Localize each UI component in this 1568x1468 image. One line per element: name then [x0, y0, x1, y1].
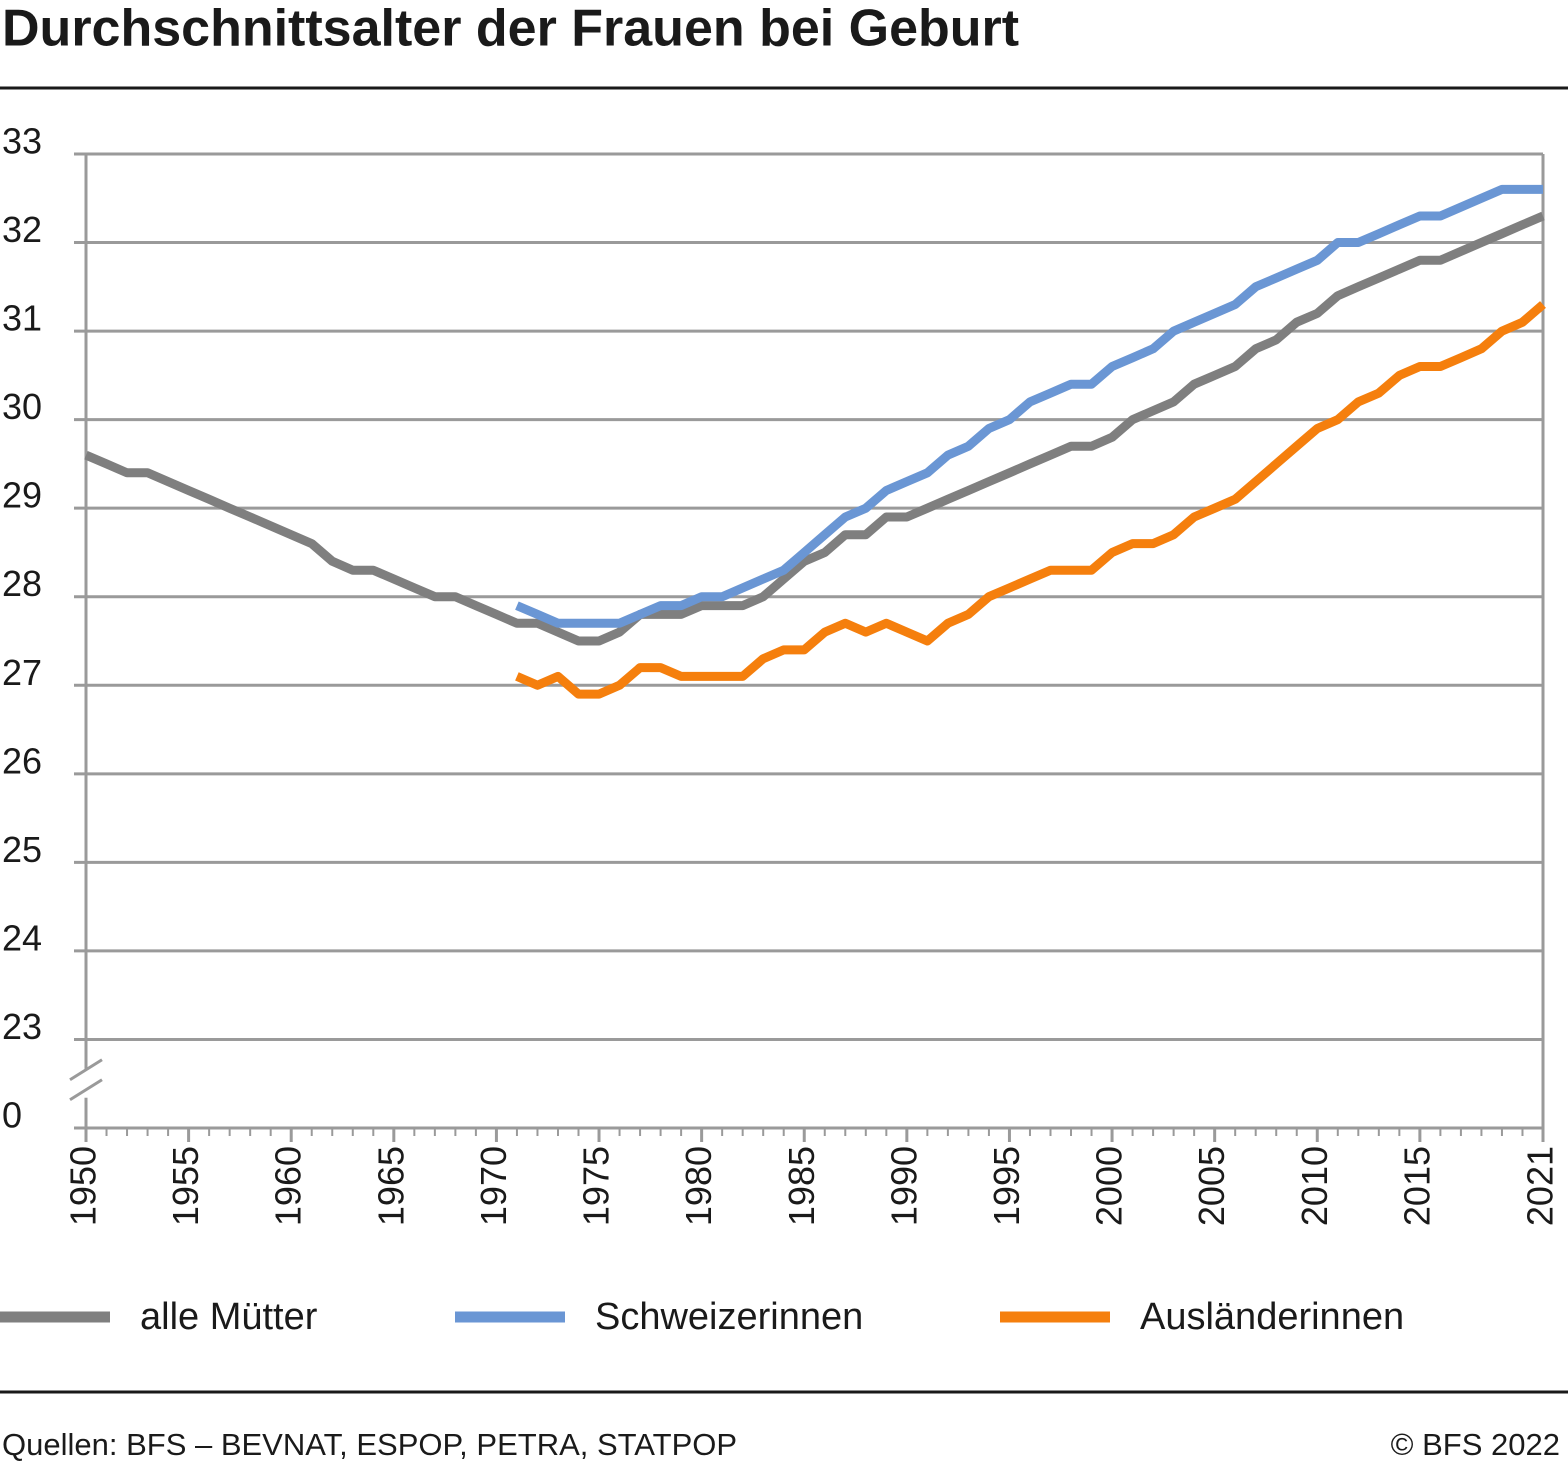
legend-label: alle Mütter: [140, 1296, 318, 1338]
y-tick-label: 0: [2, 1095, 22, 1136]
x-tick-label: 1950: [63, 1146, 104, 1226]
x-tick-label: 1990: [883, 1146, 924, 1226]
chart-title: Durchschnittsalter der Frauen bei Geburt: [2, 0, 1019, 58]
y-tick-label: 23: [2, 1006, 42, 1047]
x-tick-label: 1995: [986, 1146, 1027, 1226]
x-tick-label: 1985: [781, 1146, 822, 1226]
y-tick-label: 33: [2, 121, 42, 162]
y-tick-label: 27: [2, 652, 42, 693]
x-tick-label: 1960: [268, 1146, 309, 1226]
series-line: [515, 301, 1546, 699]
x-tick-label: 1980: [678, 1146, 719, 1226]
source: Quellen: BFS – BEVNAT, ESPOP, PETRA, STA…: [2, 1427, 737, 1462]
x-tick-label: 2000: [1089, 1146, 1130, 1226]
copyright: © BFS 2022: [1391, 1427, 1560, 1462]
series-line: [515, 184, 1543, 628]
y-tick-label: 28: [2, 563, 42, 604]
x-tick-label: 1975: [576, 1146, 617, 1226]
y-tick-label: 26: [2, 740, 42, 781]
legend-label: Schweizerinnen: [595, 1296, 863, 1338]
y-tick-label: 29: [2, 475, 42, 516]
y-tick-label: 25: [2, 829, 42, 870]
x-tick-label: 2010: [1294, 1146, 1335, 1226]
x-tick-label: 1955: [165, 1146, 206, 1226]
y-tick-label: 30: [2, 386, 42, 427]
y-tick-label: 24: [2, 917, 42, 958]
axis-break: [69, 1058, 103, 1081]
x-tick-label: 2015: [1396, 1146, 1437, 1226]
x-tick-label: 1965: [370, 1146, 411, 1226]
x-tick-label: 1970: [473, 1146, 514, 1226]
y-tick-label: 32: [2, 209, 42, 250]
legend-label: Ausländerinnen: [1140, 1296, 1404, 1338]
y-tick-label: 31: [2, 298, 42, 339]
x-tick-label: 2021: [1520, 1146, 1561, 1226]
axis-break: [69, 1078, 103, 1101]
series-line: [84, 211, 1545, 646]
x-tick-label: 2005: [1191, 1146, 1232, 1226]
